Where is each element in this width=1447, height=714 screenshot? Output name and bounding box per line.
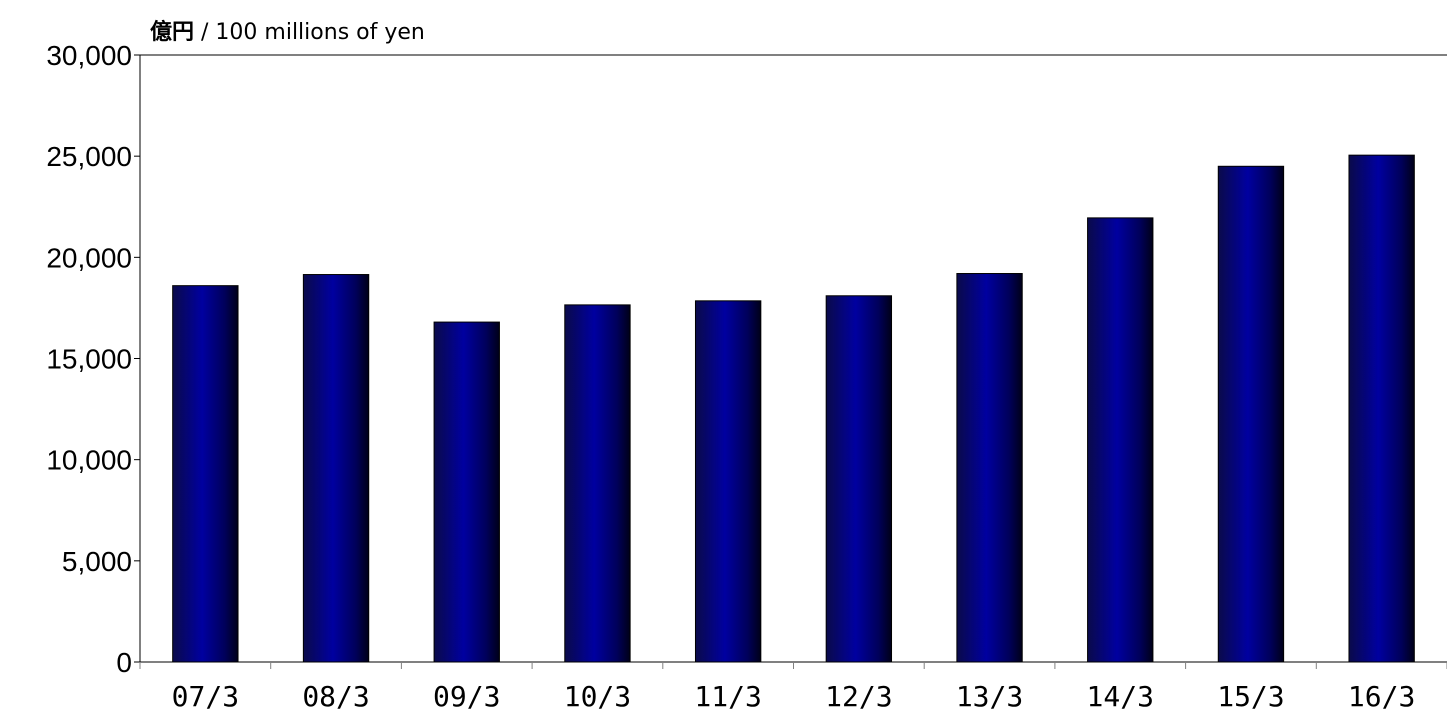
y-tick-label: 5,000	[62, 546, 132, 577]
x-tick-label: 09/3	[433, 680, 500, 713]
y-tick-label: 30,000	[46, 40, 132, 71]
y-axis: 0 5,000 10,000 15,000 20,000 25,000 30,000	[46, 40, 140, 678]
x-tick-label: 15/3	[1217, 680, 1284, 713]
x-tick-label: 13/3	[956, 680, 1023, 713]
bar	[1348, 154, 1415, 663]
bar	[302, 274, 370, 663]
unit-label-en: / 100 millions of yen	[201, 20, 425, 45]
y-axis-unit-label: 億円 / 100 millions of yen	[150, 14, 425, 46]
bar	[433, 321, 500, 663]
bar	[564, 304, 631, 663]
x-tick-label: 11/3	[694, 680, 761, 713]
x-tick-label: 08/3	[302, 680, 369, 713]
x-tick-label: 10/3	[564, 680, 631, 713]
y-tick-label: 20,000	[46, 242, 132, 273]
bar	[694, 300, 762, 663]
x-axis: 07/3 08/3 09/3 10/3 11/3 12/3 13/3 14/3 15/3 16/3	[139, 662, 1447, 713]
bar	[1217, 165, 1285, 663]
bar	[825, 295, 893, 663]
bars-group	[172, 154, 1415, 663]
x-tick-label: 07/3	[172, 680, 239, 713]
y-tick-label: 0	[116, 647, 132, 678]
unit-label-jp: 億円	[150, 20, 195, 45]
bar	[172, 285, 239, 663]
bar	[956, 273, 1023, 663]
bar	[1087, 217, 1154, 663]
y-tick-label: 10,000	[46, 445, 132, 476]
y-tick-label: 15,000	[46, 344, 132, 375]
x-tick-label: 16/3	[1348, 680, 1415, 713]
x-tick-label: 14/3	[1087, 680, 1154, 713]
x-tick-label: 12/3	[825, 680, 892, 713]
y-tick-label: 25,000	[46, 141, 132, 172]
